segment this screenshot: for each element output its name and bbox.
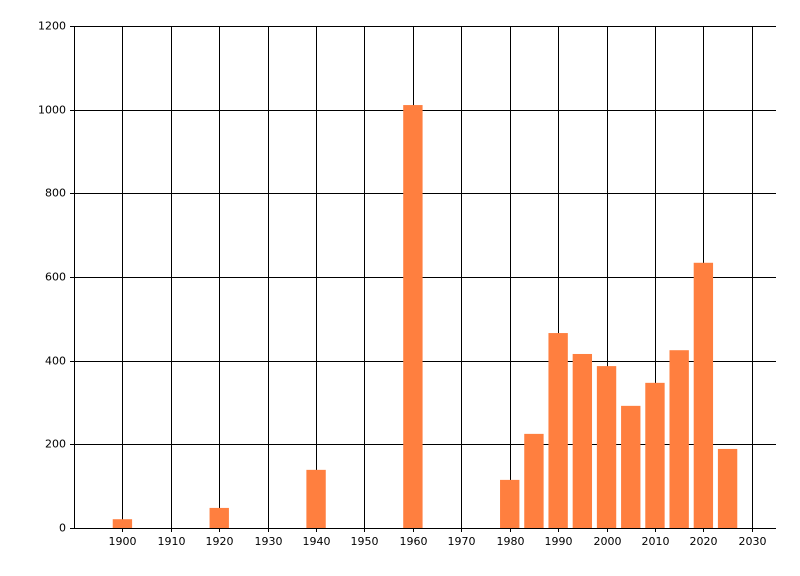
bar — [112, 519, 133, 528]
bar — [306, 469, 326, 528]
bar — [548, 333, 568, 528]
y-tick-label: 400 — [45, 355, 66, 368]
y-tick-label: 0 — [59, 522, 66, 535]
bar — [621, 405, 641, 528]
x-tick-label: 2010 — [642, 535, 670, 548]
x-tick-label: 2030 — [739, 535, 767, 548]
bar — [572, 353, 593, 528]
x-tick-label: 2000 — [594, 535, 622, 548]
y-tick-label: 1200 — [38, 20, 66, 33]
x-tick-label: 1910 — [158, 535, 186, 548]
bar — [403, 105, 423, 528]
bar — [500, 479, 520, 528]
bar — [209, 507, 229, 528]
x-tick-label: 1900 — [109, 535, 137, 548]
bar — [717, 448, 738, 528]
bar — [524, 433, 544, 528]
bar — [645, 382, 665, 528]
x-tick-label: 2020 — [690, 535, 718, 548]
y-tick-label: 200 — [45, 438, 66, 451]
bar — [693, 262, 714, 528]
bar — [596, 366, 617, 528]
x-tick-label: 1970 — [448, 535, 476, 548]
x-tick-label: 1950 — [351, 535, 379, 548]
bar — [669, 350, 689, 528]
x-tick-label: 1960 — [400, 535, 428, 548]
x-tick-label: 1990 — [545, 535, 573, 548]
x-tick-label: 1930 — [255, 535, 283, 548]
y-tick-label: 600 — [45, 271, 66, 284]
y-tick-label: 1000 — [38, 104, 66, 117]
y-tick-label: 800 — [45, 187, 66, 200]
x-tick-label: 1980 — [497, 535, 525, 548]
x-tick-label: 1940 — [303, 535, 331, 548]
x-tick-label: 1920 — [206, 535, 234, 548]
